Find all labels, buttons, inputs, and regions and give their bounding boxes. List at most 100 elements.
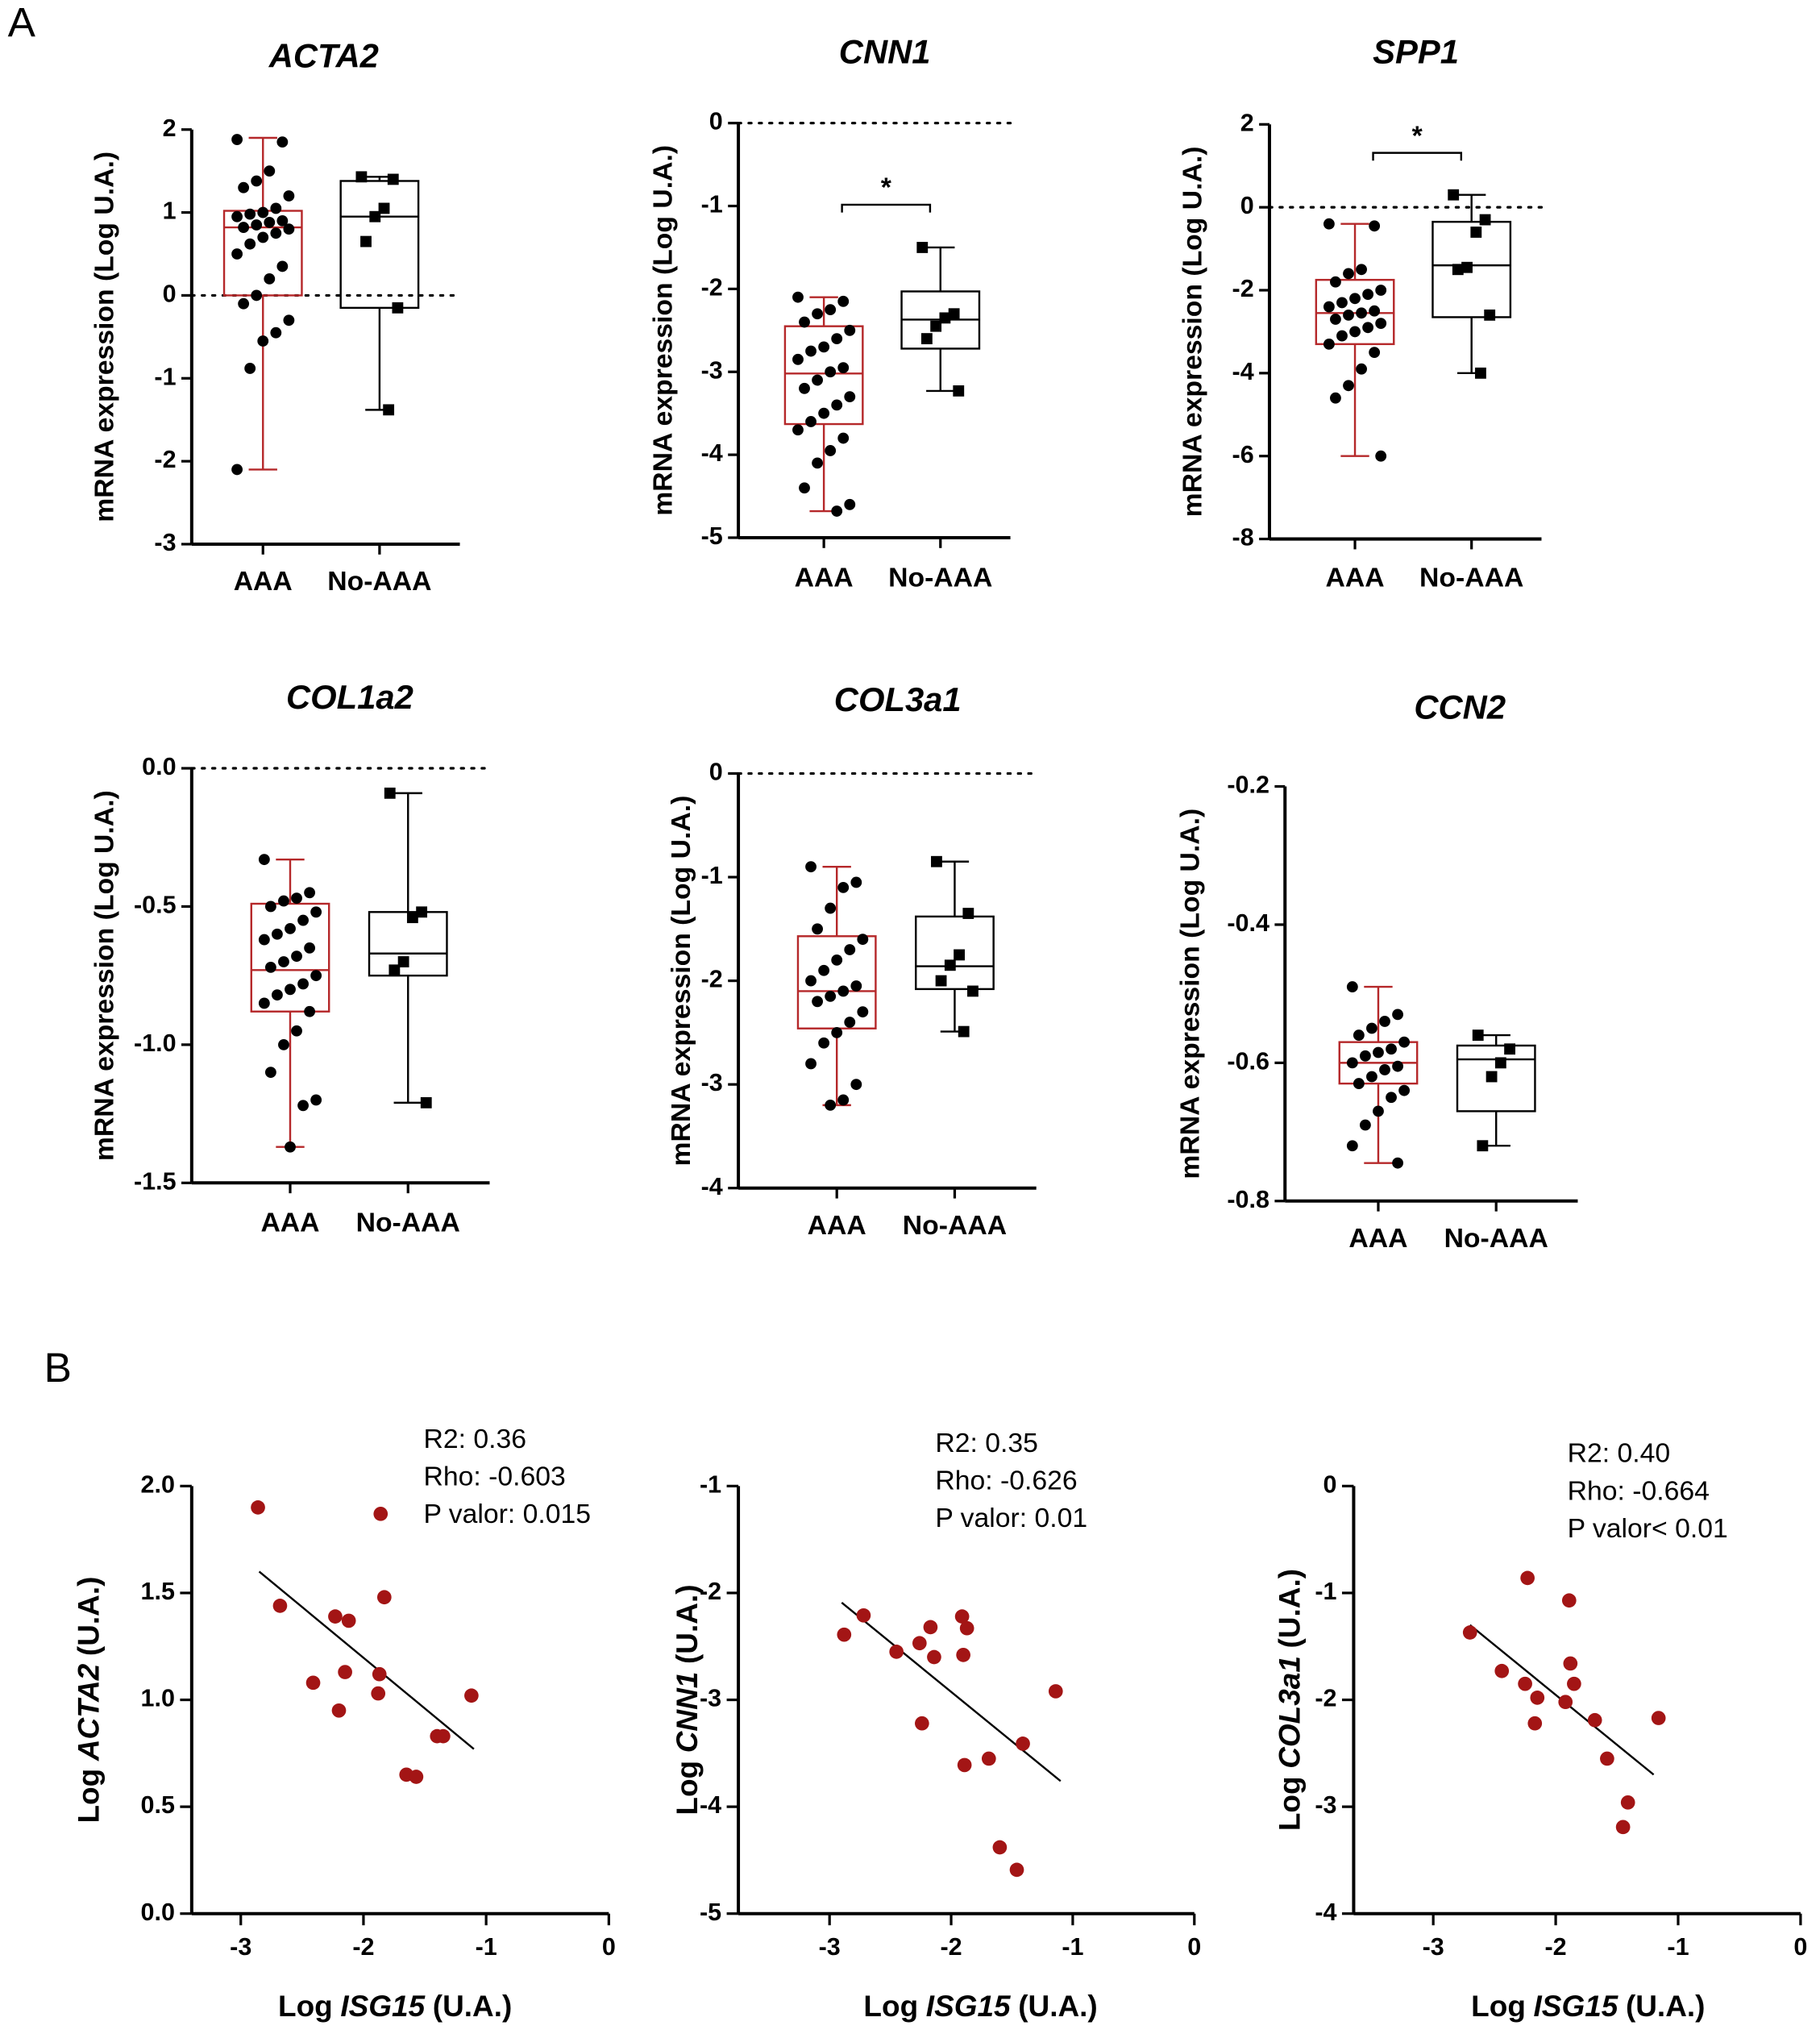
y-tick-label: -2 — [700, 1578, 721, 1605]
y-axis-label: mRNA expression (Log U.A.) — [89, 152, 120, 522]
data-point — [923, 1620, 938, 1635]
x-axis-label-part: Log — [1471, 1990, 1526, 2023]
y-axis-label-part: (U.A.) — [1273, 1569, 1306, 1649]
data-point — [1323, 218, 1335, 230]
stat-annotation: Rho: -0.664 — [1568, 1475, 1710, 1506]
data-point — [338, 1665, 352, 1679]
regression-line — [841, 1601, 1062, 1782]
data-point — [1330, 392, 1341, 404]
data-point — [967, 985, 979, 997]
box — [339, 180, 420, 310]
data-point — [957, 1757, 972, 1773]
data-point — [959, 1620, 974, 1636]
y-axis-label: mRNA expression (Log U.A.) — [1178, 147, 1208, 518]
data-point — [812, 308, 824, 320]
data-point — [285, 922, 296, 934]
data-point — [251, 175, 263, 187]
data-point — [310, 906, 322, 918]
data-point — [1620, 1795, 1635, 1810]
category-label: AAA — [1348, 1223, 1407, 1254]
data-point — [270, 227, 282, 239]
data-point — [1375, 450, 1387, 462]
y-axis-label-part: COL3a1 — [1273, 1656, 1306, 1769]
category-label: No-AAA — [903, 1210, 1007, 1241]
data-point — [406, 912, 418, 924]
x-axis-label-part: ISG15 — [926, 1990, 1011, 2023]
data-point — [285, 1141, 296, 1153]
data-point — [1346, 1057, 1358, 1069]
data-point — [1009, 1862, 1024, 1878]
y-axis-label: mRNA expression (Log U.A.) — [89, 790, 120, 1161]
data-point — [378, 202, 390, 214]
data-point — [376, 1590, 392, 1605]
category-label: AAA — [808, 1210, 866, 1241]
chart-title: ACTA2 — [268, 36, 379, 74]
data-point — [927, 1649, 941, 1665]
y-tick-label: -5 — [700, 1899, 721, 1926]
data-point — [1330, 276, 1341, 288]
data-point — [1494, 1663, 1510, 1678]
y-tick-label: -4 — [1315, 1899, 1336, 1926]
y-tick-label: 0.0 — [141, 1899, 175, 1926]
y-tick-label: -0.4 — [1227, 909, 1269, 937]
box — [1315, 278, 1395, 346]
data-point — [272, 989, 283, 1001]
x-axis-label: Log ISG15 (U.A.) — [1471, 1990, 1705, 2023]
data-point — [844, 324, 856, 336]
y-tick-label: 0.0 — [142, 753, 176, 780]
data-point — [844, 498, 856, 510]
data-point — [1353, 1078, 1365, 1089]
data-point — [1398, 1036, 1411, 1048]
data-point — [1379, 1064, 1390, 1075]
y-tick-label: 1.5 — [141, 1578, 175, 1605]
y-tick-label: 2 — [163, 114, 177, 142]
y-axis-label-part: Log — [1273, 1776, 1306, 1831]
data-point — [1448, 189, 1460, 201]
data-point — [297, 914, 309, 926]
data-point — [1527, 1716, 1543, 1731]
data-point — [257, 231, 269, 243]
data-point — [231, 248, 243, 260]
data-point — [844, 1017, 856, 1028]
data-point — [231, 134, 243, 145]
x-tick-label: -1 — [1667, 1933, 1689, 1961]
data-point — [1386, 1043, 1397, 1055]
data-point — [238, 181, 250, 193]
data-point — [954, 949, 965, 961]
data-point — [931, 855, 942, 867]
y-tick-label: -2 — [154, 446, 176, 473]
category-label: AAA — [260, 1208, 319, 1238]
y-axis-label-part: (U.A.) — [72, 1577, 105, 1657]
y-tick-label: -3 — [701, 356, 723, 384]
data-point — [948, 308, 960, 320]
x-tick-label: -2 — [1545, 1933, 1567, 1961]
data-point — [283, 223, 295, 235]
significance-label: * — [881, 173, 892, 203]
data-point — [1475, 367, 1486, 379]
data-point — [238, 297, 250, 310]
y-tick-label: -4 — [701, 1173, 723, 1200]
data-point — [464, 1688, 479, 1703]
data-point — [272, 928, 283, 940]
data-point — [1392, 1009, 1403, 1021]
data-point — [264, 272, 276, 285]
y-tick-label: -1 — [154, 363, 176, 390]
data-point — [799, 482, 810, 494]
data-point — [1651, 1711, 1666, 1725]
data-point — [825, 990, 837, 1002]
y-axis-label: Log CNN1 (U.A.) — [671, 1584, 704, 1815]
stat-annotation: P valor: 0.015 — [424, 1499, 592, 1529]
data-point — [837, 295, 850, 307]
data-point — [981, 1751, 996, 1766]
data-point — [264, 961, 276, 973]
chart-title: CCN2 — [1414, 688, 1506, 726]
data-point — [244, 363, 256, 374]
data-point — [360, 235, 372, 247]
data-point — [792, 424, 804, 436]
data-point — [1504, 1043, 1516, 1055]
data-point — [818, 964, 830, 976]
data-point — [825, 1099, 837, 1111]
data-point — [264, 165, 276, 177]
data-point — [912, 1636, 927, 1651]
data-point — [1362, 289, 1374, 301]
